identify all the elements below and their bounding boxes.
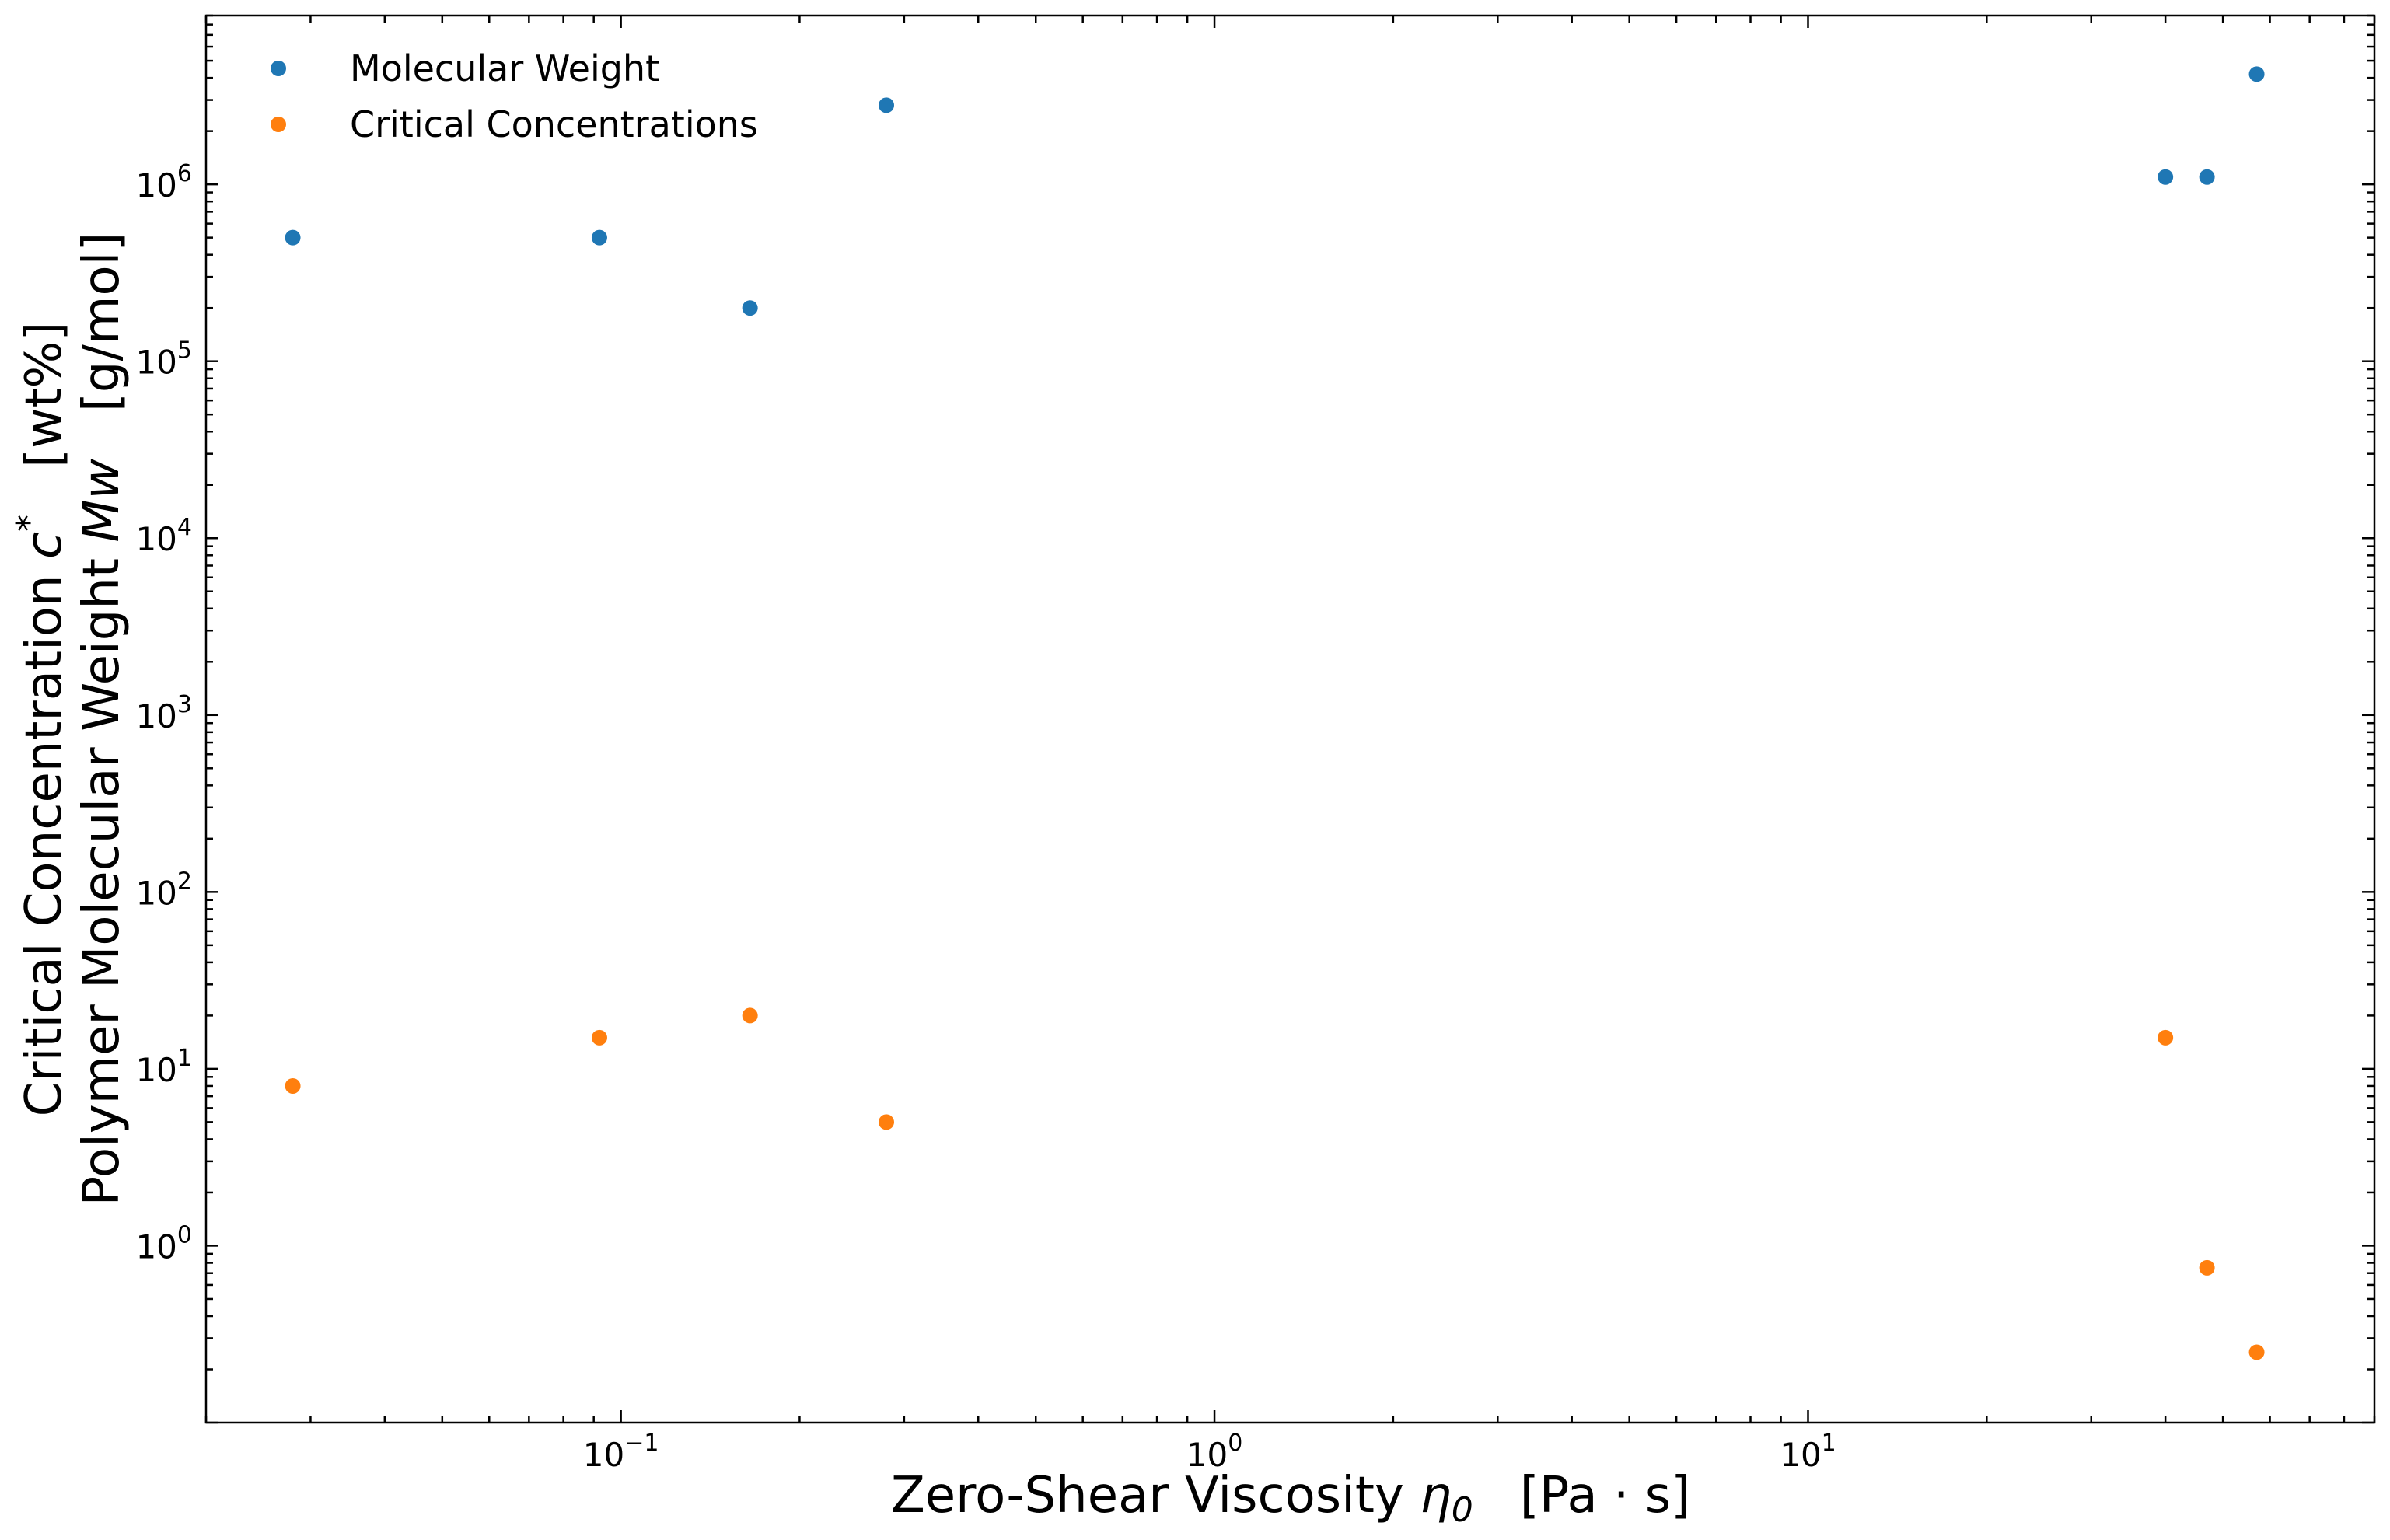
y-tick-label: 101 [135, 1045, 192, 1089]
y-axis-label-line-2: Polymer Molecular Weight Mw [g/mol] [73, 232, 131, 1207]
x-axis-label: Zero-Shear Viscosity η0 [Pa · s] [891, 1467, 1690, 1530]
x-tick-label: 101 [1780, 1430, 1836, 1474]
x-axis-label-symbol: η [1420, 1467, 1452, 1524]
x-tick-label: 100 [1186, 1430, 1243, 1474]
y-axis-label-line-1-unit: [wt%] [16, 322, 73, 468]
data-point-critical-concentration [591, 1029, 607, 1046]
data-point-molecular-weight [285, 229, 301, 246]
y-axis-label-line-1: Critical Concentration c* [wt%] [9, 322, 73, 1117]
data-point-molecular-weight [2248, 66, 2265, 82]
y-tick-label: 102 [135, 868, 192, 912]
data-point-critical-concentration [2158, 1029, 2174, 1046]
y-axis-label-line-1-symbol: c [16, 532, 73, 559]
data-point-critical-concentration [878, 1114, 894, 1130]
data-point-molecular-weight [878, 97, 894, 113]
y-tick-label: 105 [135, 337, 192, 382]
y-axis-label-line-2-symbol: Mw [73, 458, 131, 542]
data-point-critical-concentration [285, 1077, 301, 1094]
y-axis-label-line-2-main: Polymer Molecular Weight [73, 543, 131, 1207]
legend-label: Critical Concentrations [350, 103, 758, 145]
data-points [285, 66, 2265, 1360]
x-axis-label-subscript: 0 [1452, 1490, 1473, 1530]
y-tick-label: 103 [135, 691, 192, 735]
data-point-molecular-weight [2199, 169, 2215, 185]
legend-label: Molecular Weight [350, 47, 659, 89]
x-tick-label: 10−1 [583, 1430, 659, 1474]
y-tick-label: 106 [135, 160, 192, 204]
legend-marker [271, 61, 286, 76]
y-axis-label-line-1-main: Critical Concentration [16, 559, 73, 1116]
y-tick-label: 104 [135, 514, 192, 558]
y-axis-label-line-1-superscript: * [9, 515, 49, 532]
legend-marker [271, 117, 286, 132]
data-point-critical-concentration [2248, 1344, 2265, 1360]
data-point-critical-concentration [2199, 1259, 2215, 1276]
x-axis-label-main: Zero-Shear Viscosity [891, 1467, 1420, 1524]
plot-frame [204, 14, 2376, 1424]
y-tick-label: 100 [135, 1221, 192, 1266]
x-axis-label-unit: [Pa · s] [1520, 1467, 1690, 1524]
data-point-critical-concentration [742, 1007, 758, 1024]
data-point-molecular-weight [591, 229, 607, 246]
axis-ticks: 10−1 100 101 100 101 102 103 104 105 106 [135, 14, 2376, 1474]
legend: Molecular Weight Critical Concentrations [271, 47, 758, 145]
data-point-molecular-weight [2158, 169, 2174, 185]
data-point-molecular-weight [742, 300, 758, 316]
y-axis-label-line-2-unit: [g/mol] [73, 232, 131, 412]
